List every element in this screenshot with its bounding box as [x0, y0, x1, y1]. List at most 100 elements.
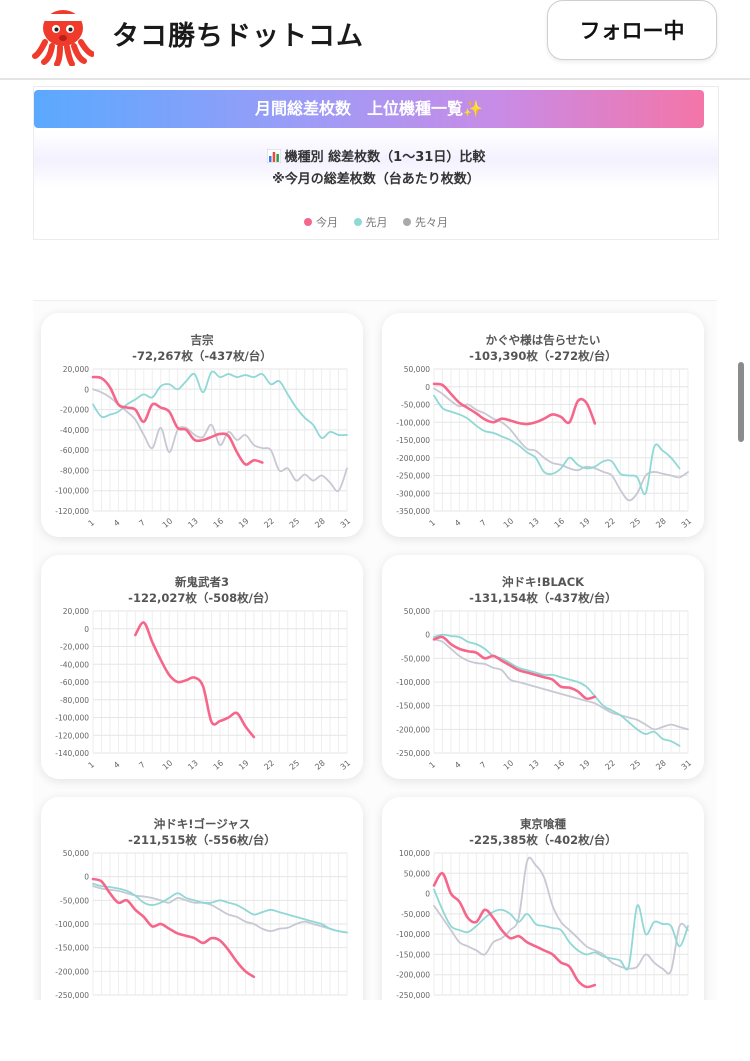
y-tick-label: 0	[425, 631, 430, 640]
x-tick-label: 16	[212, 758, 226, 771]
x-tick-label: 4	[453, 518, 463, 528]
y-tick-label: 0	[425, 890, 430, 899]
y-tick-label: -350,000	[396, 507, 430, 516]
series-line-last-month	[433, 394, 681, 496]
y-tick-label: -80,000	[60, 466, 89, 475]
x-tick-label: 25	[288, 758, 302, 771]
y-tick-label: -150,000	[396, 436, 430, 445]
y-tick-label: -200,000	[396, 454, 430, 463]
y-tick-label: 50,000	[404, 869, 430, 878]
x-tick-label: 22	[603, 758, 617, 771]
chart-card[interactable]: 東京喰種 -225,385枚（-402枚/台） 100,000 50,000 0 -5…	[382, 797, 704, 1021]
series-line-this-month	[432, 871, 597, 989]
x-tick-label: 1	[87, 760, 97, 770]
x-tick-label: 7	[478, 518, 488, 528]
x-tick-label: 16	[553, 758, 567, 771]
x-tick-label: 28	[654, 516, 668, 529]
y-tick-label: -150,000	[396, 702, 430, 711]
y-tick-label: -200,000	[55, 967, 89, 976]
y-tick-label: -100,000	[396, 418, 430, 427]
y-tick-label: -50,000	[401, 654, 430, 663]
x-tick-label: 25	[288, 516, 302, 529]
x-tick-label: 22	[262, 516, 276, 529]
legend-item-last-month[interactable]: 先月	[353, 214, 388, 230]
x-tick-label: 31	[680, 516, 694, 529]
chart-card[interactable]: かぐや様は告らせたい -103,390枚（-272枚/台） 50,000 0 -50…	[382, 313, 704, 537]
y-tick-label: -200,000	[396, 971, 430, 980]
page-bottom	[0, 1000, 750, 1061]
y-tick-label: -100,000	[55, 714, 89, 723]
series-line-this-month	[134, 621, 256, 739]
legend-dot	[353, 218, 362, 226]
legend-item-two-months-ago[interactable]: 先々月	[403, 214, 448, 230]
legend: 今月 先月 先々月	[34, 214, 718, 230]
y-tick-label: -40,000	[60, 660, 89, 669]
legend-item-this-month[interactable]: 今月	[304, 214, 338, 230]
series-line-last-month	[92, 370, 348, 439]
app-header: タコ勝ちドットコム フォロー中	[0, 0, 750, 80]
legend-dot	[304, 218, 312, 226]
x-tick-label: 7	[137, 760, 147, 770]
comparison-subtitle-text: 機種別 総差枚数（1〜31日）比較	[284, 150, 486, 165]
x-tick-label: 19	[578, 516, 592, 529]
line-chart: 100,000 50,000 0 -50,000 -100,000 -150,000 -20…	[396, 849, 693, 1014]
y-tick-label: -140,000	[55, 749, 89, 758]
x-tick-label: 19	[237, 516, 251, 529]
y-tick-label: -60,000	[60, 678, 89, 687]
series-line-last-month	[433, 633, 681, 747]
line-chart: 20,000 0 -20,000 -40,000 -60,000 -80,000 -100,…	[55, 365, 353, 530]
chart-card[interactable]: 沖ドキ!BLACK -131,154枚（-437枚/台） 50,000 0 -50,…	[382, 555, 704, 779]
follow-button[interactable]: フォロー中	[547, 0, 717, 60]
y-tick-label: 50,000	[63, 849, 89, 858]
line-chart: 50,000 0 -50,000 -100,000 -150,000 -200,000 -2…	[55, 849, 352, 1014]
machine-total: -72,267枚（-437枚/台）	[132, 349, 272, 363]
y-tick-label: -300,000	[396, 489, 430, 498]
x-tick-label: 28	[654, 758, 668, 771]
x-tick-label: 13	[527, 516, 541, 529]
octopus-logo-icon[interactable]	[32, 4, 94, 66]
legend-label: 今月	[316, 216, 338, 229]
y-tick-label: -80,000	[60, 696, 89, 705]
machine-total: -211,515枚（-556枚/台）	[128, 833, 276, 847]
machine-name: 沖ドキ!ゴージャス	[153, 817, 251, 831]
chart-card[interactable]: 新鬼武者3 -122,027枚（-508枚/台） 20,000 0 -20,000 -…	[41, 555, 363, 779]
x-tick-label: 25	[629, 758, 643, 771]
series-line-this-month	[91, 877, 256, 979]
y-tick-label: -40,000	[60, 426, 89, 435]
x-tick-label: 22	[603, 516, 617, 529]
machine-total: -103,390枚（-272枚/台）	[469, 349, 617, 363]
y-tick-label: 20,000	[63, 365, 89, 374]
subtitle-background	[34, 132, 718, 188]
series-line-last-month	[433, 888, 689, 971]
y-tick-label: -100,000	[55, 487, 89, 496]
total-note: ※今月の総差枚数（台あたり枚数）	[272, 172, 480, 187]
x-tick-label: 4	[112, 518, 122, 528]
y-tick-label: 0	[84, 625, 89, 634]
y-tick-label: -120,000	[55, 507, 89, 516]
machine-name: 吉宗	[190, 333, 214, 347]
x-tick-label: 31	[339, 516, 353, 529]
y-tick-label: -50,000	[401, 910, 430, 919]
x-tick-label: 31	[339, 758, 353, 771]
y-tick-label: 0	[84, 385, 89, 394]
series-line-two-months-ago	[433, 387, 689, 502]
machine-name: 東京喰種	[520, 817, 566, 831]
y-tick-label: 0	[425, 383, 430, 392]
y-tick-label: 50,000	[404, 365, 430, 374]
site-title[interactable]: タコ勝ちドットコム	[112, 21, 364, 52]
series-line-this-month	[432, 635, 597, 701]
series-line-this-month	[91, 375, 264, 466]
y-tick-label: -60,000	[60, 446, 89, 455]
series-line-this-month	[432, 382, 597, 426]
bar-chart-icon	[266, 149, 281, 163]
chart-card[interactable]: 沖ドキ!ゴージャス -211,515枚（-556枚/台） 50,000 0 -50,…	[41, 797, 363, 1021]
scrollbar-thumb[interactable]	[738, 362, 744, 442]
machine-total: -131,154枚（-437枚/台）	[469, 591, 617, 605]
x-tick-label: 25	[629, 516, 643, 529]
x-tick-label: 1	[428, 760, 438, 770]
x-tick-label: 19	[578, 758, 592, 771]
machine-name: 新鬼武者3	[174, 575, 229, 589]
x-tick-label: 22	[262, 758, 276, 771]
x-tick-label: 13	[186, 758, 200, 771]
chart-card[interactable]: 吉宗 -72,267枚（-437枚/台） 20,000 0 -20,000 -40,0…	[41, 313, 363, 537]
